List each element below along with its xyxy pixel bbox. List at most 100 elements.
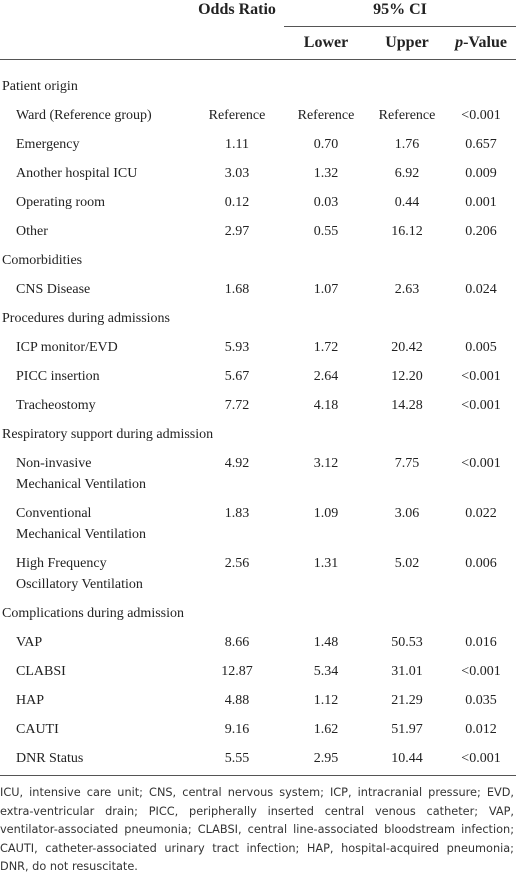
cell-value: 14.28 <box>391 398 423 413</box>
cell-value: 1.48 <box>313 635 339 650</box>
table-row: VAP 8.66 1.48 50.53 0.016 <box>0 628 516 657</box>
cell-value: Reference <box>208 108 266 123</box>
p-value-header: p-Value <box>446 26 516 60</box>
cell-value: 7.72 <box>224 398 250 413</box>
row-label: High Frequency Oscillatory Ventilation <box>0 549 190 599</box>
cell-value: 1.76 <box>394 137 420 152</box>
row-label-line: Operating room <box>16 195 106 210</box>
cell-value: Reference <box>297 108 355 123</box>
cell-value: 0.001 <box>465 195 497 210</box>
cell-value: Reference <box>378 108 436 123</box>
cell-value: 5.93 <box>224 340 250 355</box>
cell-value: 1.83 <box>224 506 250 521</box>
cell-value: 0.009 <box>465 166 497 181</box>
row-label-line: Tracheostomy <box>16 398 96 413</box>
table-row: Comorbidities <box>0 246 516 275</box>
cell-value: 4.18 <box>313 398 339 413</box>
cell-value: 1.31 <box>313 556 339 571</box>
cell-value: 0.70 <box>313 137 339 152</box>
row-label: VAP <box>0 628 190 657</box>
table-row: Respiratory support during admission <box>0 420 516 449</box>
cell-value: 16.12 <box>391 224 423 239</box>
table-row: CNS Disease 1.68 1.07 2.63 0.024 <box>0 275 516 304</box>
cell-value: 0.44 <box>394 195 420 210</box>
row-label: Tracheostomy <box>0 391 190 420</box>
cell-value: 5.67 <box>224 369 250 384</box>
cell-value: <0.001 <box>461 664 501 679</box>
table-row: Complications during admission <box>0 599 516 628</box>
cell-value: 0.016 <box>465 635 497 650</box>
row-label-line: Other <box>16 224 48 239</box>
table-row: Patient origin <box>0 60 516 102</box>
cell-value: 1.62 <box>313 722 339 737</box>
lower-header: Lower <box>284 26 368 60</box>
cell-value: 0.03 <box>313 195 339 210</box>
row-label: DNR Status <box>0 744 190 776</box>
section-label: Procedures during admissions <box>2 311 170 326</box>
table-row: CAUTI 9.16 1.62 51.97 0.012 <box>0 715 516 744</box>
row-label-line: HAP <box>16 693 45 708</box>
cell-value: 0.022 <box>465 506 497 521</box>
cell-value: 2.97 <box>224 224 250 239</box>
row-label-line: CNS Disease <box>16 282 91 297</box>
cell-value: 1.12 <box>313 693 339 708</box>
row-label: CNS Disease <box>0 275 190 304</box>
cell-value: 0.006 <box>465 556 497 571</box>
row-label-line: PICC insertion <box>16 369 100 384</box>
row-label: HAP <box>0 686 190 715</box>
cell-value: 0.035 <box>465 693 497 708</box>
table-row: Conventional Mechanical Ventilation 1.83 1.… <box>0 499 516 549</box>
ci-header: 95% CI <box>284 0 516 27</box>
section-label: Comorbidities <box>2 253 83 268</box>
cell-value: 0.55 <box>313 224 339 239</box>
cell-value: 3.06 <box>394 506 420 521</box>
cell-value: <0.001 <box>461 398 501 413</box>
row-label-line: Conventional <box>16 506 92 521</box>
cell-value: 3.03 <box>224 166 250 181</box>
table-row: Another hospital ICU 3.03 1.32 6.92 0.009 <box>0 159 516 188</box>
p-rest: -Value <box>463 34 507 51</box>
table-row: Procedures during admissions <box>0 304 516 333</box>
cell-value: 12.20 <box>391 369 423 384</box>
row-label-line: Oscillatory Ventilation <box>16 577 143 592</box>
table-row: Emergency 1.11 0.70 1.76 0.657 <box>0 130 516 159</box>
cell-value: 1.68 <box>224 282 250 297</box>
row-label: PICC insertion <box>0 362 190 391</box>
table-row: Ward (Reference group) Reference Reference… <box>0 101 516 130</box>
section-label: Patient origin <box>2 79 78 94</box>
section-label: Respiratory support during admission <box>2 427 214 442</box>
row-label: ICP monitor/EVD <box>0 333 190 362</box>
row-label: Ward (Reference group) <box>0 101 190 130</box>
cell-value: 10.44 <box>368 744 446 776</box>
cell-value: 50.53 <box>391 635 423 650</box>
footnote: ICU, intensive care unit; CNS, central n… <box>0 786 514 873</box>
cell-value: 1.32 <box>313 166 339 181</box>
table-row: Other 2.97 0.55 16.12 0.206 <box>0 217 516 246</box>
row-label: CLABSI <box>0 657 190 686</box>
row-label-line: VAP <box>16 635 43 650</box>
table-row: Operating room 0.12 0.03 0.44 0.001 <box>0 188 516 217</box>
cell-value: 1.11 <box>225 137 249 152</box>
cell-value: 0.657 <box>465 137 497 152</box>
row-label: Another hospital ICU <box>0 159 190 188</box>
row-label-line: ICP monitor/EVD <box>16 340 118 355</box>
cell-value: 0.206 <box>465 224 497 239</box>
row-label-line: Mechanical Ventilation <box>16 477 146 492</box>
cell-value: 31.01 <box>391 664 423 679</box>
cell-value: 1.09 <box>313 506 339 521</box>
row-label-line: Ward (Reference group) <box>16 108 152 123</box>
cell-value: <0.001 <box>446 744 516 776</box>
cell-value: 5.55 <box>190 744 284 776</box>
table-row: Tracheostomy 7.72 4.18 14.28 <0.001 <box>0 391 516 420</box>
cell-value: 7.75 <box>394 456 420 471</box>
row-label-line: Non-invasive <box>16 456 92 471</box>
odds-table: Odds Ratio 95% CI Lower Upper p-Value Pa… <box>0 0 516 776</box>
cell-value: 2.63 <box>394 282 420 297</box>
table-row: Non-invasive Mechanical Ventilation 4.92 3.… <box>0 449 516 499</box>
cell-value: 20.42 <box>391 340 423 355</box>
cell-value: 12.87 <box>221 664 253 679</box>
cell-value: 2.56 <box>224 556 250 571</box>
cell-value: 2.95 <box>284 744 368 776</box>
cell-value: <0.001 <box>461 369 501 384</box>
